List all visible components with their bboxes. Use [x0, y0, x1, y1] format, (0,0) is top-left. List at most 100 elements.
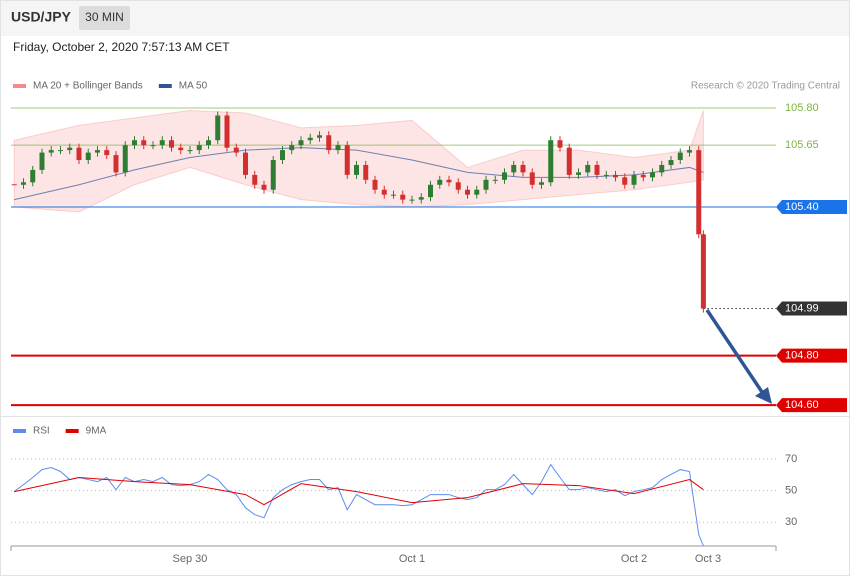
interval[interactable]: 30 MIN: [85, 10, 124, 24]
candle: [252, 174, 258, 185]
candle: [381, 189, 387, 195]
y-tick-label: 30: [785, 516, 797, 528]
series-line: [13, 463, 704, 547]
candle: [261, 184, 267, 190]
candle: [640, 174, 646, 178]
x-tick-label: Sep 30: [173, 553, 208, 565]
candle: [446, 179, 452, 183]
level-label-box: [776, 200, 847, 215]
candle: [372, 179, 378, 190]
candle: [104, 150, 110, 156]
candle: [400, 194, 406, 200]
credit: Research © 2020 Trading Central: [691, 81, 840, 92]
candle: [48, 150, 54, 153]
interval-button[interactable]: [79, 6, 130, 30]
candle: [335, 145, 341, 151]
candle: [622, 177, 628, 185]
candle: [474, 189, 480, 195]
legend-label: 9MA: [86, 426, 107, 437]
candle: [289, 145, 295, 151]
candle: [492, 179, 498, 181]
legend-swatch: [13, 429, 26, 433]
legend-label: MA 20 + Bollinger Bands: [33, 81, 143, 92]
candle: [94, 150, 100, 153]
candle: [57, 150, 63, 152]
candle: [122, 145, 128, 173]
candle: [11, 184, 17, 186]
level-label: 105.65: [785, 139, 819, 151]
candle: [391, 194, 396, 196]
candle: [465, 189, 471, 195]
candle: [316, 135, 322, 138]
candle: [39, 152, 45, 170]
y-tick-label: 50: [785, 485, 797, 497]
candle: [307, 137, 313, 141]
candle: [224, 115, 230, 148]
candle: [659, 164, 665, 173]
candle: [677, 152, 683, 161]
candle: [631, 174, 637, 185]
price-panel: 105.80 105.65 105.40 104.99 104.80 104.60 MA 2…: [11, 81, 847, 413]
x-tick-label: Oct 1: [399, 553, 425, 565]
candle: [298, 140, 304, 146]
candle: [242, 152, 248, 175]
legend-label: RSI: [33, 426, 50, 437]
candle: [557, 140, 563, 148]
candle: [613, 174, 619, 178]
level-label-box: [776, 348, 847, 363]
candle: [131, 140, 137, 146]
candle: [113, 155, 119, 173]
legend-swatch: [158, 84, 172, 88]
timestamp: Friday, October 2, 2020 7:57:13 AM CET: [13, 40, 230, 54]
candle: [344, 145, 350, 175]
candle: [696, 150, 702, 235]
level-label: 104.60: [785, 399, 819, 411]
top-bar: [1, 1, 849, 36]
candle: [455, 182, 461, 190]
legend-swatch: [65, 429, 79, 433]
candle: [279, 150, 285, 161]
x-tick-label: Oct 3: [695, 553, 721, 565]
candle: [418, 197, 424, 200]
candle: [178, 147, 184, 151]
candle: [270, 160, 276, 190]
level-label: 104.99: [785, 302, 819, 314]
candle: [428, 184, 434, 198]
candle: [409, 199, 415, 201]
candle: [594, 164, 600, 175]
candle: [353, 164, 359, 175]
forecast-arrow: [705, 309, 772, 404]
candle: [85, 152, 91, 161]
candle: [187, 150, 193, 152]
candle: [233, 147, 239, 153]
candle: [650, 172, 656, 178]
candle: [502, 172, 508, 180]
candle: [511, 164, 517, 173]
candle: [576, 172, 582, 175]
candle: [566, 147, 572, 175]
candle: [668, 160, 674, 165]
series-line: [14, 476, 704, 506]
level-label-box: [776, 301, 847, 316]
x-tick-label: Oct 2: [621, 553, 647, 565]
candle: [20, 182, 26, 185]
legend-swatch: [13, 84, 26, 88]
level-label: 105.80: [785, 102, 819, 114]
bollinger-band: [13, 110, 704, 213]
candle: [520, 164, 526, 173]
rsi-panel: 30 50 70 Sep 30 Oct 1 Oct 2 Oct 3 RSI 9MA: [10, 426, 797, 565]
candle: [603, 174, 609, 176]
candle: [150, 145, 156, 147]
candle: [529, 172, 535, 185]
level-label: 104.80: [785, 350, 819, 362]
candle: [196, 145, 202, 151]
candle: [67, 147, 73, 151]
candle: [585, 164, 591, 173]
candle: [159, 140, 165, 146]
candle: [168, 140, 174, 148]
candle: [483, 179, 489, 190]
candle: [363, 164, 369, 180]
candle: [215, 115, 221, 141]
candle: [437, 179, 443, 185]
y-tick-label: 70: [785, 453, 797, 465]
